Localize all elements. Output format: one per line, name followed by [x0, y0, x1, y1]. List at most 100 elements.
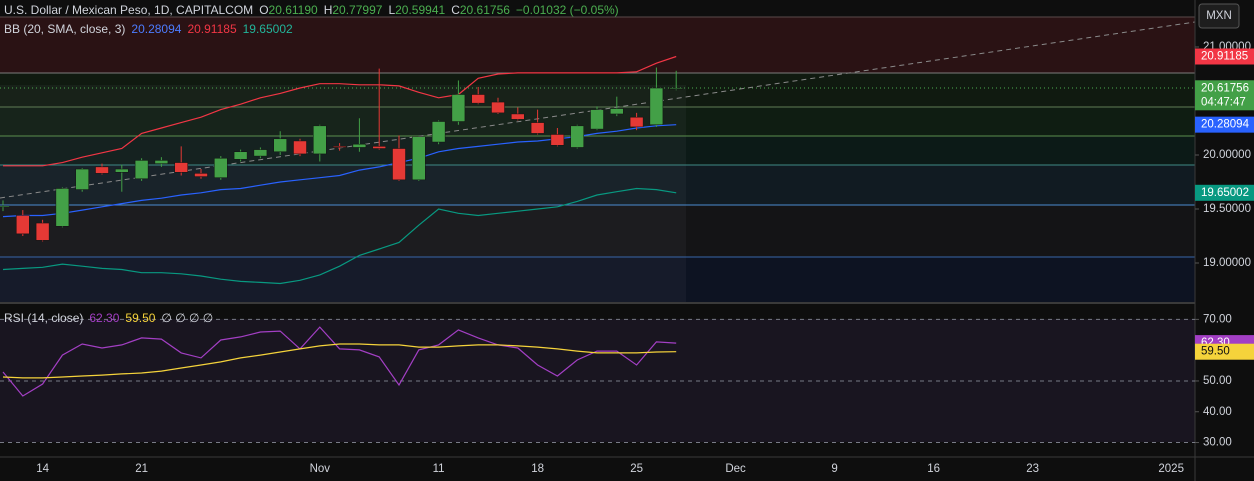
zone: [0, 73, 1195, 107]
legend-value: 62.30: [89, 311, 119, 325]
candle-body: [214, 157, 228, 178]
price-tag: [1195, 80, 1254, 111]
zone: [0, 257, 1195, 302]
candle-body: [154, 160, 169, 164]
legend-value: 20.91185: [187, 22, 236, 36]
x-tick-label: 18: [531, 463, 544, 475]
zone: [0, 136, 1195, 165]
series-line: [3, 55, 677, 167]
x-tick-label: Nov: [310, 463, 331, 475]
range-box: [0, 85, 686, 302]
candle-body: [332, 146, 347, 148]
x-tick-label: 16: [927, 463, 940, 475]
candle-body: [75, 168, 89, 190]
header: U.S. Dollar / Mexican Peso, 1D, CAPITALC…: [4, 3, 619, 17]
ohlc-value: 20.59941: [395, 3, 445, 17]
candle-body: [649, 87, 664, 126]
legend-value: 20.28094: [131, 22, 181, 36]
zone: [0, 165, 1195, 205]
y-tick-label: 19.50000: [1203, 203, 1251, 215]
countdown: 04:47:47: [1201, 96, 1246, 108]
y-tick-label: 19.00000: [1203, 257, 1251, 269]
price-tag: [1195, 48, 1254, 65]
candle-body: [629, 116, 644, 128]
y-tick-label: 20.00000: [1203, 149, 1251, 161]
candle-body: [570, 125, 584, 148]
x-tick-label: 21: [135, 463, 148, 475]
candle-body: [16, 215, 30, 235]
x-tick-label: 2025: [1158, 463, 1184, 475]
y-tick-label: 30.00: [1203, 437, 1232, 449]
ohlc-value: 20.61190: [269, 3, 318, 17]
candle-body: [669, 88, 683, 90]
x-tick-label: 23: [1026, 463, 1039, 475]
candle-body: [194, 173, 208, 177]
ohlc-label: L: [388, 3, 395, 17]
price-tag-label: 20.61756: [1201, 82, 1249, 94]
bb-legend: BB (20, SMA, close, 3) 20.28094 20.91185 19…: [4, 22, 293, 36]
candle-body: [352, 143, 367, 148]
price-tag: [1195, 343, 1254, 360]
candle-body: [412, 136, 426, 181]
currency[interactable]: MXN: [1206, 10, 1232, 22]
candle-body: [134, 160, 149, 180]
marks: 21.0000020.0000019.5000019.0000020.28094…: [0, 41, 1254, 475]
candle-body: [35, 222, 50, 241]
symbol: U.S. Dollar / Mexican Peso, 1D, CAPITALC…: [4, 3, 253, 17]
candle-body: [550, 134, 565, 146]
candle-body: [273, 138, 287, 153]
ohlc-label: O: [259, 3, 268, 17]
legend-value: 59.50: [125, 311, 155, 325]
series-line: [2, 326, 677, 397]
price-tag: [1195, 116, 1254, 133]
series-line: [2, 343, 677, 379]
indicator: BB (20, SMA, close, 3): [4, 22, 125, 36]
candle-body: [0, 205, 10, 208]
candle-body: [590, 109, 604, 130]
y-tick-label: 50.00: [1203, 375, 1232, 387]
zones: [0, 16, 1196, 442]
zone: [0, 17, 1195, 73]
change: −0.01032 (−0.05%): [516, 3, 619, 17]
y-tick-label: 40.00: [1203, 406, 1232, 418]
ohlc-label: H: [324, 3, 333, 17]
candle-body: [491, 101, 505, 114]
x-tick-label: 9: [831, 463, 837, 475]
price-tag: [1195, 184, 1254, 201]
candle-body: [115, 168, 129, 173]
ohlc-value: 20.77997: [332, 3, 382, 17]
y-tick-label: 70.00: [1203, 313, 1232, 325]
candle-body: [372, 146, 386, 149]
candle-body: [174, 162, 188, 173]
candle-body: [530, 122, 545, 134]
indicator: RSI (14, close): [4, 311, 83, 325]
candle-body: [95, 166, 109, 174]
x-tick-label: 11: [433, 463, 445, 475]
currency-box[interactable]: [1198, 3, 1240, 29]
candle-body: [610, 108, 624, 115]
candle-body: [451, 94, 466, 122]
candle-body: [233, 151, 248, 160]
x-tick-label: 14: [36, 463, 49, 475]
candle-body: [313, 125, 327, 155]
candle-body: [55, 188, 70, 227]
candle-body: [392, 148, 406, 181]
legend-value: 19.65002: [243, 22, 293, 36]
rsi-legend: RSI (14, close) 62.30 59.50 ∅ ∅ ∅ ∅: [4, 311, 213, 325]
price-tag-label: 20.91185: [1201, 51, 1248, 63]
legend-extra: ∅ ∅ ∅ ∅: [161, 311, 213, 325]
candle-body: [253, 149, 268, 157]
x-tick-label: 25: [630, 463, 643, 475]
candle-body: [293, 140, 307, 155]
candle-body: [431, 121, 446, 143]
price-tag-label: 20.28094: [1201, 119, 1250, 131]
price-tag-label: 19.65002: [1201, 187, 1249, 199]
candle-body: [471, 94, 485, 104]
x-tick-label: Dec: [725, 463, 746, 475]
price-tag-label: 59.50: [1201, 346, 1230, 358]
zone: [0, 205, 1195, 257]
candle-body: [511, 113, 525, 120]
ohlc-label: C: [451, 3, 460, 17]
series-line: [2, 187, 677, 285]
